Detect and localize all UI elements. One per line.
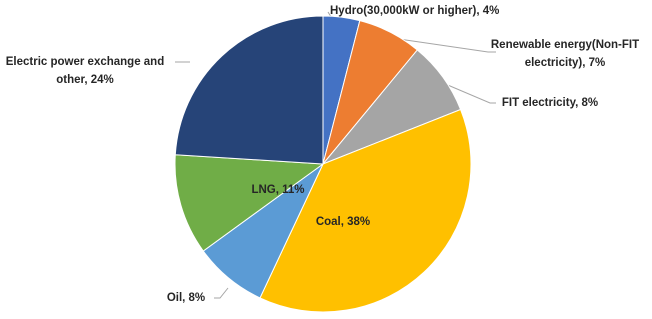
data-label: FIT electricity, 8% xyxy=(502,97,598,109)
data-label: Electric power exchange and xyxy=(6,56,165,68)
data-label: Renewable energy(Non-FIT xyxy=(491,39,639,51)
leader-line xyxy=(442,82,496,104)
leader-lines xyxy=(175,11,496,299)
leader-line xyxy=(391,37,496,53)
data-label: Oil, 8% xyxy=(167,292,205,304)
data-label: other, 24% xyxy=(56,74,114,86)
data-label: electricity), 7% xyxy=(525,57,606,69)
pie-slice xyxy=(174,154,325,252)
leader-line xyxy=(214,287,229,299)
pie-slice xyxy=(259,108,472,313)
data-label: Coal, 38% xyxy=(316,216,370,228)
data-label: Hydro(30,000kW or higher), 4% xyxy=(330,5,499,17)
pie-slice xyxy=(174,15,324,165)
data-label: LNG, 11% xyxy=(251,184,304,196)
